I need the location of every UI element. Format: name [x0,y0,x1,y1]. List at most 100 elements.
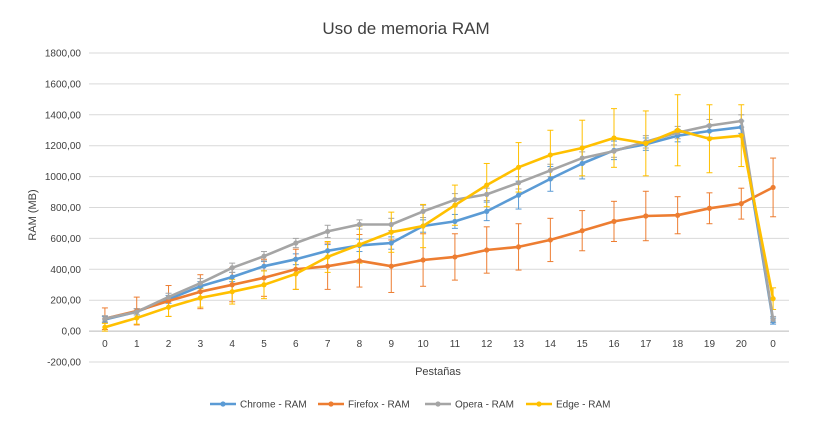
y-tick-label: 1800,00 [45,49,82,60]
series-line [104,129,775,329]
x-tick-label: 1 [134,339,140,350]
data-point [229,274,235,280]
legend-marker [328,401,334,407]
data-point [388,221,394,228]
data-point [515,164,522,170]
data-point [420,208,426,214]
x-tick-label: 7 [325,339,331,350]
x-tick-label: 14 [545,339,557,350]
data-point [229,282,235,288]
data-point [547,237,553,243]
data-point [675,212,681,218]
legend-marker [435,401,441,407]
gridlines [89,52,789,363]
data-point [102,316,108,322]
data-point [165,304,172,310]
x-tick-label: 4 [229,339,235,350]
x-tick-label: 19 [704,339,716,350]
data-point [134,309,140,315]
data-point [706,128,713,134]
x-tick-label: 0 [770,339,776,350]
data-point [102,324,108,330]
data-point [738,201,744,207]
data-point [420,223,426,229]
data-point [579,155,585,161]
data-point [293,271,299,277]
data-point [547,167,553,174]
data-point [579,228,585,234]
data-point [484,191,490,197]
data-point [325,248,331,254]
y-tick-label: 800,00 [50,203,81,214]
legend-marker [536,401,542,407]
legend-label: Opera - RAM [455,400,514,411]
data-point [134,315,140,321]
data-point [229,265,235,271]
x-tick-label: 15 [577,339,589,350]
x-tick-label: 12 [481,339,493,350]
series-line [104,186,774,320]
data-point [293,240,299,246]
data-point [611,148,617,154]
x-tick-label: 5 [261,339,267,350]
legend-marker [220,401,226,407]
series-line [104,125,775,322]
data-point [547,176,553,182]
data-point [325,228,331,235]
legend-label: Firefox - RAM [348,400,410,411]
x-tick-label: 2 [166,339,172,350]
y-tick-label: 1200,00 [45,141,82,152]
y-tick-label: 400,00 [50,265,81,276]
data-point [261,282,267,288]
data-point [388,263,394,269]
x-tick-label: 3 [198,339,204,350]
x-tick-label: 11 [450,339,461,350]
legend: Chrome - RAM Firefox - RAM Opera - RAM Edge… [210,400,610,411]
data-point [611,135,617,141]
data-point [579,145,585,151]
y-tick-label: 200,00 [50,296,81,307]
x-tick-label: 16 [608,339,620,350]
data-point [452,202,458,208]
data-point [293,266,299,272]
data-point [356,221,363,228]
x-tick-label: 8 [357,339,363,350]
data-point [325,254,331,260]
data-point [738,133,744,139]
data-point [261,263,267,269]
data-point [515,180,522,186]
data-point [547,152,553,158]
data-point [197,280,203,286]
data-point [197,295,203,301]
data-point [325,263,331,269]
x-axis-label: Pestañas [415,366,461,378]
data-point [643,140,649,146]
data-point [706,136,713,142]
y-tick-label: 1000,00 [45,172,82,183]
tick-labels: -200,00 0,00 200,00 400,00 600,00 800,00 1000,… [45,49,776,369]
data-point [388,240,394,246]
x-tick-label: 13 [513,339,525,350]
series-lines [102,118,776,330]
data-point [515,244,522,250]
data-point [452,197,458,203]
data-point [293,256,299,262]
data-point [643,213,649,219]
data-point [484,247,490,253]
y-tick-label: 0,00 [62,327,82,338]
y-tick-label: 600,00 [50,234,81,245]
data-point [611,218,617,225]
data-point [229,289,235,295]
data-point [388,229,394,235]
data-point [706,205,713,211]
data-point [484,208,490,214]
data-point [452,218,458,225]
data-point [706,123,713,129]
data-point [261,275,267,281]
x-tick-label: 9 [388,339,394,350]
data-point [484,182,490,188]
y-tick-label: 1600,00 [45,79,82,90]
data-point [770,184,776,191]
